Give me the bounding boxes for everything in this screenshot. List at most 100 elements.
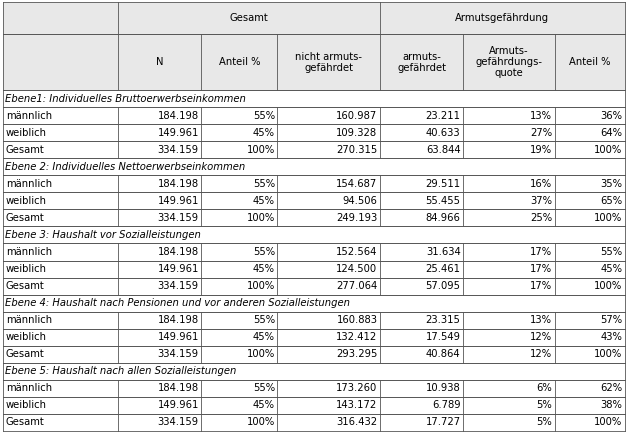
Text: 57%: 57% xyxy=(600,315,622,325)
Text: 35%: 35% xyxy=(600,179,622,189)
Bar xyxy=(3,34,118,90)
Text: 29.511: 29.511 xyxy=(426,179,461,189)
Text: 17%: 17% xyxy=(530,247,552,257)
Text: 334.159: 334.159 xyxy=(158,213,199,223)
Bar xyxy=(3,261,625,278)
Text: 173.260: 173.260 xyxy=(336,383,377,393)
Bar xyxy=(3,380,625,397)
Text: 17%: 17% xyxy=(530,281,552,291)
Bar xyxy=(3,363,625,380)
Text: 25.461: 25.461 xyxy=(426,264,461,274)
Text: Armuts-
gefährdungs-
quote: Armuts- gefährdungs- quote xyxy=(476,46,543,78)
Text: 38%: 38% xyxy=(600,400,622,410)
Text: 160.987: 160.987 xyxy=(336,111,377,121)
Text: 334.159: 334.159 xyxy=(158,349,199,359)
Text: 45%: 45% xyxy=(253,196,275,206)
Text: 100%: 100% xyxy=(594,145,622,155)
Text: Ebene 3: Haushalt vor Sozialleistungen: Ebene 3: Haushalt vor Sozialleistungen xyxy=(5,230,201,240)
Text: 19%: 19% xyxy=(530,145,552,155)
Text: weiblich: weiblich xyxy=(6,128,46,138)
Text: 334.159: 334.159 xyxy=(158,145,199,155)
Text: 149.961: 149.961 xyxy=(157,128,199,138)
Bar xyxy=(380,34,463,90)
Text: 25%: 25% xyxy=(530,213,552,223)
Bar xyxy=(3,2,118,34)
Text: Gesamt: Gesamt xyxy=(6,417,44,427)
Text: weiblich: weiblich xyxy=(6,400,46,410)
Text: männlich: männlich xyxy=(6,179,52,189)
Text: 55%: 55% xyxy=(600,247,622,257)
Text: männlich: männlich xyxy=(6,111,52,121)
Text: 184.198: 184.198 xyxy=(158,247,199,257)
Text: 36%: 36% xyxy=(600,111,622,121)
Text: 100%: 100% xyxy=(247,281,275,291)
Text: 57.095: 57.095 xyxy=(426,281,461,291)
Bar xyxy=(118,2,380,34)
Text: 55%: 55% xyxy=(253,315,275,325)
Text: 6.789: 6.789 xyxy=(432,400,461,410)
Text: nicht armuts-
gefährdet: nicht armuts- gefährdet xyxy=(295,52,362,73)
Text: 5%: 5% xyxy=(536,417,552,427)
Text: 100%: 100% xyxy=(247,213,275,223)
Text: 40.633: 40.633 xyxy=(426,128,461,138)
Text: 17.549: 17.549 xyxy=(426,332,461,342)
Text: 100%: 100% xyxy=(594,213,622,223)
Text: 100%: 100% xyxy=(594,281,622,291)
Bar xyxy=(3,210,625,226)
Text: Ebene 5: Haushalt nach allen Sozialleistungen: Ebene 5: Haushalt nach allen Sozialleist… xyxy=(5,366,237,376)
Bar xyxy=(3,226,625,243)
Text: 40.864: 40.864 xyxy=(426,349,461,359)
Text: 293.295: 293.295 xyxy=(336,349,377,359)
Text: 184.198: 184.198 xyxy=(158,111,199,121)
Text: 16%: 16% xyxy=(530,179,552,189)
Text: 6%: 6% xyxy=(536,383,552,393)
Bar xyxy=(3,329,625,346)
Text: 27%: 27% xyxy=(530,128,552,138)
Text: 37%: 37% xyxy=(530,196,552,206)
Text: 13%: 13% xyxy=(530,111,552,121)
Text: 13%: 13% xyxy=(530,315,552,325)
Bar xyxy=(3,124,625,141)
Text: 17%: 17% xyxy=(530,264,552,274)
Text: 143.172: 143.172 xyxy=(336,400,377,410)
Text: 334.159: 334.159 xyxy=(158,417,199,427)
Text: 149.961: 149.961 xyxy=(157,400,199,410)
Text: weiblich: weiblich xyxy=(6,264,46,274)
Text: 249.193: 249.193 xyxy=(336,213,377,223)
Bar xyxy=(3,346,625,363)
Bar xyxy=(3,90,625,107)
Text: 184.198: 184.198 xyxy=(158,315,199,325)
Text: Armutsgefährdung: Armutsgefährdung xyxy=(455,13,550,23)
Text: 12%: 12% xyxy=(530,332,552,342)
Text: 55%: 55% xyxy=(253,111,275,121)
Text: 154.687: 154.687 xyxy=(336,179,377,189)
Text: männlich: männlich xyxy=(6,315,52,325)
Text: 17.727: 17.727 xyxy=(426,417,461,427)
Text: 149.961: 149.961 xyxy=(157,264,199,274)
Text: N: N xyxy=(156,57,163,67)
Text: 94.506: 94.506 xyxy=(342,196,377,206)
Bar xyxy=(118,34,202,90)
Text: 100%: 100% xyxy=(594,349,622,359)
Text: armuts-
gefährdet: armuts- gefährdet xyxy=(397,52,446,73)
Text: 149.961: 149.961 xyxy=(157,196,199,206)
Bar xyxy=(277,34,380,90)
Text: 55%: 55% xyxy=(253,179,275,189)
Text: 45%: 45% xyxy=(253,332,275,342)
Text: 55.455: 55.455 xyxy=(426,196,461,206)
Text: 5%: 5% xyxy=(536,400,552,410)
Text: weiblich: weiblich xyxy=(6,196,46,206)
Text: 100%: 100% xyxy=(247,145,275,155)
Text: 100%: 100% xyxy=(247,417,275,427)
Bar xyxy=(3,278,625,294)
Text: 184.198: 184.198 xyxy=(158,179,199,189)
Text: Gesamt: Gesamt xyxy=(6,281,44,291)
Bar xyxy=(3,397,625,414)
Text: 62%: 62% xyxy=(600,383,622,393)
Text: 84.966: 84.966 xyxy=(426,213,461,223)
Text: 152.564: 152.564 xyxy=(336,247,377,257)
Bar xyxy=(380,2,625,34)
Text: 270.315: 270.315 xyxy=(336,145,377,155)
Text: 45%: 45% xyxy=(600,264,622,274)
Text: 65%: 65% xyxy=(600,196,622,206)
